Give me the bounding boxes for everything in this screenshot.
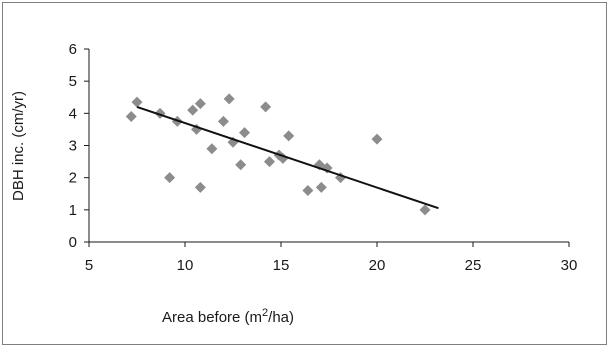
data-point	[263, 156, 275, 168]
y-tick-label: 3	[69, 138, 77, 155]
data-point	[125, 111, 137, 123]
x-tick-label: 15	[273, 257, 290, 274]
x-tick-label: 20	[369, 257, 386, 274]
data-point	[194, 98, 206, 110]
x-tick-label: 5	[85, 257, 93, 274]
tick-labels: 0 1 2 3 4 5 6 5 10 15 20 25 30	[69, 41, 578, 274]
data-point	[315, 181, 327, 193]
trendline-group	[136, 105, 439, 210]
y-tick-label: 4	[69, 105, 77, 122]
data-point	[206, 143, 218, 155]
x-axis-title: Area before (m2/ha)	[162, 307, 294, 326]
data-point	[239, 127, 251, 139]
x-tick-label: 30	[561, 257, 578, 274]
chart-frame: 0 1 2 3 4 5 6 5 10 15 20 25 30 DBH inc. (cm/yr) Area…	[2, 2, 607, 345]
x-tick-label: 10	[177, 257, 194, 274]
y-tick-label: 2	[69, 170, 77, 187]
data-point	[187, 104, 199, 116]
data-point	[223, 93, 235, 105]
y-axis-title: DBH inc. (cm/yr)	[10, 91, 27, 201]
data-point	[131, 96, 143, 108]
y-tick-label: 6	[69, 41, 77, 58]
scatter-chart: 0 1 2 3 4 5 6 5 10 15 20 25 30 DBH inc. (cm/yr) Area…	[10, 41, 578, 326]
data-point	[164, 172, 176, 184]
y-tick-label: 1	[69, 202, 77, 219]
data-point	[371, 133, 383, 145]
trendline	[136, 105, 439, 210]
data-point	[283, 130, 295, 142]
data-point	[260, 101, 272, 113]
x-axis-title-unit: /ha)	[268, 309, 294, 326]
x-tick-label: 25	[465, 257, 482, 274]
y-tick-label: 0	[69, 234, 77, 251]
x-axis-title-superscript: 2	[262, 307, 268, 319]
data-point	[419, 204, 431, 216]
x-axis-title-main: Area before (m	[162, 309, 262, 326]
data-point	[194, 181, 206, 193]
data-point	[302, 185, 314, 197]
data-point	[235, 159, 247, 171]
data-points	[125, 93, 431, 216]
data-point	[217, 115, 229, 127]
y-tick-label: 5	[69, 73, 77, 90]
axes	[84, 48, 570, 247]
